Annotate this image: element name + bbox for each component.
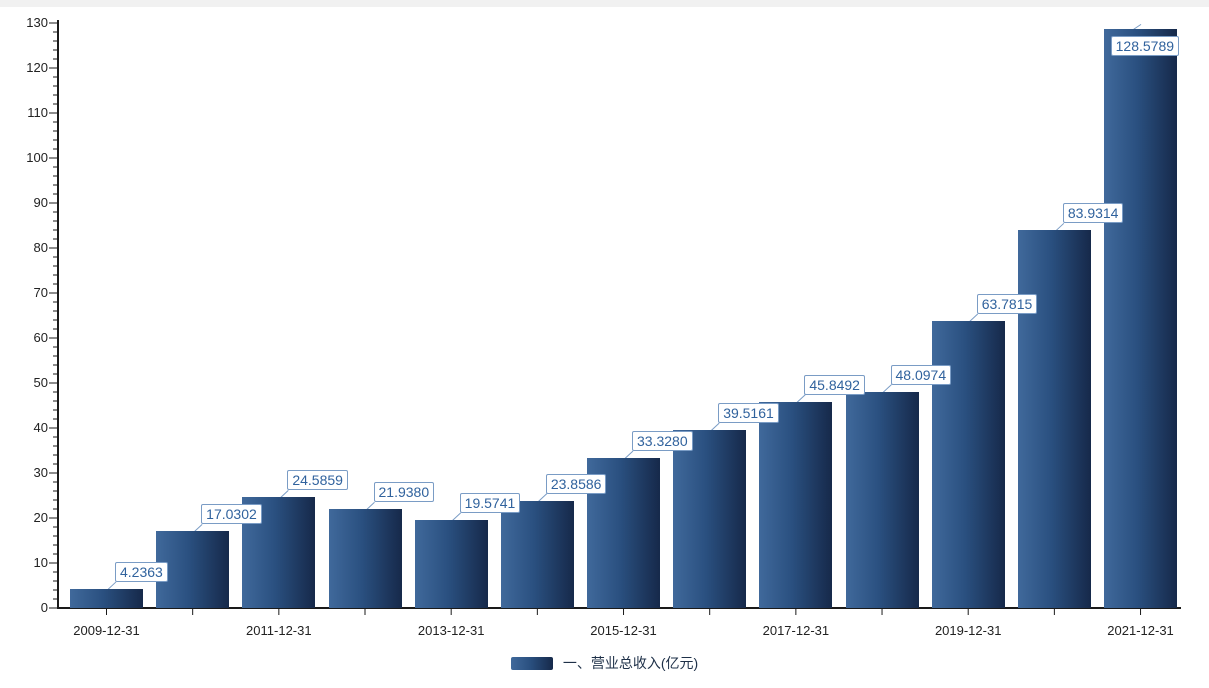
y-axis-label: 0 [40,600,48,615]
y-axis-label: 80 [33,240,48,255]
y-axis-label: 130 [26,15,48,30]
y-axis-label: 10 [33,555,48,570]
y-axis-label: 50 [33,375,48,390]
value-label-5: 23.8586 [545,473,607,494]
value-label-6: 33.3280 [632,431,693,452]
value-label-10: 63.7815 [976,293,1038,314]
value-label-9: 48.0974 [890,364,952,385]
value-label-11: 83.9314 [1062,203,1124,224]
value-label-8: 45.8492 [804,374,865,395]
value-label-3: 21.9380 [373,482,435,503]
value-label-2: 24.5859 [287,470,348,491]
y-axis-label: 100 [26,150,48,165]
bar-12[interactable] [1104,29,1178,608]
bar-8[interactable] [759,401,833,608]
bar-3[interactable] [328,509,402,608]
bar-11[interactable] [1017,230,1091,608]
y-axis-label: 30 [33,465,48,480]
y-axis-label: 60 [33,330,48,345]
y-axis-label: 90 [33,195,48,210]
bar-1[interactable] [156,531,230,608]
bar-7[interactable] [673,430,747,608]
value-label-4: 19.5741 [459,492,521,513]
legend[interactable]: 一、营业总收入(亿元) [0,653,1209,673]
x-axis-label-2021-12-31: 2021-12-31 [1107,623,1174,638]
x-axis-label-2013-12-31: 2013-12-31 [417,623,485,638]
legend-label: 一、营业总收入(亿元) [562,655,699,671]
y-axis-label: 110 [27,105,48,120]
value-label-7: 39.5161 [718,403,779,424]
x-axis-label-2009-12-31: 2009-12-31 [73,623,140,638]
x-axis-label-2017-12-31: 2017-12-31 [762,623,830,638]
y-axis-label: 70 [33,285,48,300]
value-label-0: 4.2363 [115,561,168,582]
bar-4[interactable] [414,519,488,608]
legend-swatch-icon [510,656,553,670]
y-axis-label: 40 [33,420,48,435]
x-axis-label-2015-12-31: 2015-12-31 [590,623,657,638]
bar-0[interactable] [70,588,143,608]
x-axis-label-2019-12-31: 2019-12-31 [934,623,1002,638]
y-axis-label: 120 [26,60,48,75]
x-axis-label-2011-12-31: 2011-12-31 [246,623,312,638]
value-label-12: 128.5789 [1110,36,1180,57]
bar-9[interactable] [845,391,919,608]
page-top-strip [0,0,1209,7]
bar-5[interactable] [500,500,574,608]
y-axis-label: 20 [33,510,48,525]
value-label-1: 17.0302 [201,504,262,525]
